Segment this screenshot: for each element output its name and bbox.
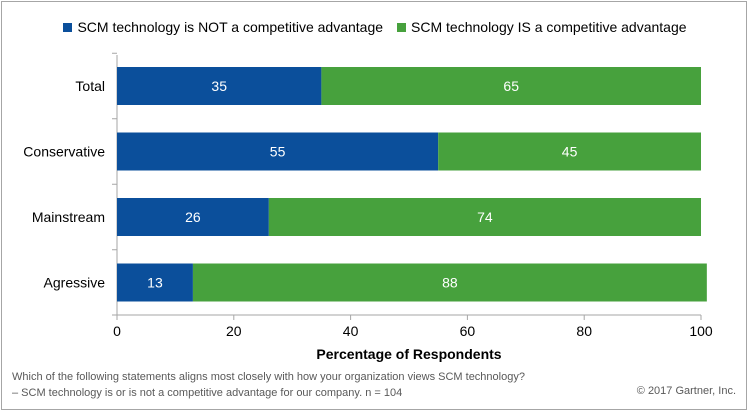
bar-segment	[117, 263, 193, 302]
x-tick-label: 60	[460, 323, 476, 339]
data-label: 13	[147, 275, 163, 291]
x-tick-label: 20	[226, 323, 242, 339]
category-label: Conservative	[23, 144, 105, 160]
legend-item-not-advantage: SCM technology is NOT a competitive adva…	[63, 19, 383, 35]
x-tick-label: 80	[576, 323, 592, 339]
data-label: 45	[562, 144, 578, 160]
legend-item-is-advantage: SCM technology IS a competitive advantag…	[397, 19, 687, 35]
category-label: Agressive	[44, 275, 106, 291]
bar-segment	[117, 198, 269, 236]
data-label: 35	[211, 78, 227, 94]
bar-segment	[117, 67, 322, 105]
copyright-notice: © 2017 Gartner, Inc.	[636, 385, 736, 397]
legend-swatch-is-advantage	[397, 22, 407, 32]
legend-label-not-advantage: SCM technology is NOT a competitive adva…	[77, 19, 384, 35]
legend-swatch-not-advantage	[63, 22, 73, 32]
legend-label-is-advantage: SCM technology IS a competitive advantag…	[411, 19, 687, 35]
data-label: 88	[442, 275, 458, 291]
data-label: 74	[477, 209, 493, 225]
x-tick-label: 0	[113, 323, 121, 339]
category-label: Total	[75, 78, 105, 94]
data-label: 26	[185, 209, 201, 225]
bar-segment	[438, 132, 701, 171]
footnote-line-2: – SCM technology is or is not a competit…	[12, 387, 403, 399]
data-label: 65	[503, 78, 519, 94]
bar-segment	[192, 263, 707, 302]
bar-segment	[117, 132, 439, 171]
category-label: Mainstream	[32, 209, 105, 225]
x-tick-label: 40	[343, 323, 359, 339]
bar-segment	[321, 67, 701, 105]
chart-legend: SCM technology is NOT a competitive adva…	[0, 19, 750, 35]
data-label: 55	[270, 144, 286, 160]
footnote-line-1: Which of the following statements aligns…	[12, 371, 525, 383]
x-axis-title: Percentage of Respondents	[316, 346, 501, 362]
bar-segment	[268, 198, 701, 236]
survey-footnote: Which of the following statements aligns…	[12, 369, 525, 401]
x-tick-label: 100	[689, 323, 713, 339]
